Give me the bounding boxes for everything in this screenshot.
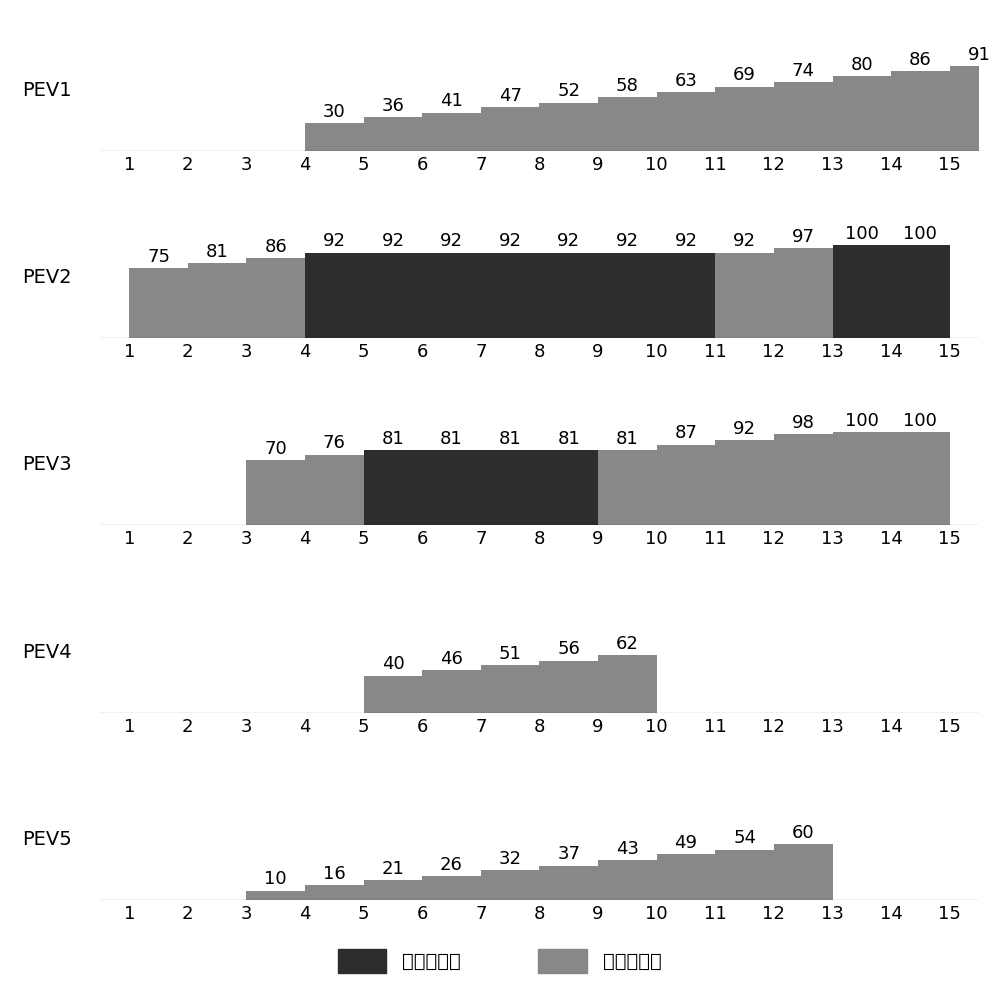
Text: 80: 80 (850, 56, 873, 74)
Text: 76: 76 (323, 434, 346, 452)
Text: 10: 10 (265, 870, 287, 888)
Text: 92: 92 (674, 232, 697, 250)
Text: 100: 100 (845, 225, 879, 243)
Text: 92: 92 (323, 232, 346, 250)
Text: 81: 81 (206, 243, 229, 261)
Polygon shape (305, 253, 715, 338)
Text: 62: 62 (616, 635, 638, 653)
Text: 91: 91 (968, 46, 990, 64)
Text: 92: 92 (615, 232, 639, 250)
Text: 100: 100 (845, 412, 879, 430)
Text: 86: 86 (909, 51, 932, 69)
Polygon shape (715, 248, 832, 338)
Text: 41: 41 (441, 92, 463, 110)
Text: 86: 86 (265, 238, 287, 256)
Text: 58: 58 (616, 77, 638, 95)
Text: 92: 92 (440, 232, 464, 250)
Text: 60: 60 (792, 824, 814, 842)
Text: 97: 97 (791, 228, 815, 246)
Y-axis label: PEV1: PEV1 (22, 81, 72, 100)
Polygon shape (305, 66, 999, 151)
Text: 81: 81 (499, 430, 521, 448)
Polygon shape (247, 844, 832, 900)
Text: 81: 81 (441, 430, 463, 448)
Y-axis label: PEV5: PEV5 (22, 830, 72, 849)
Text: 51: 51 (499, 645, 521, 663)
Text: 100: 100 (903, 225, 937, 243)
Y-axis label: PEV4: PEV4 (22, 643, 72, 662)
Text: 98: 98 (792, 414, 814, 432)
Text: 81: 81 (382, 430, 405, 448)
Text: 81: 81 (616, 430, 638, 448)
Text: 32: 32 (499, 850, 521, 868)
Text: 36: 36 (382, 97, 405, 115)
Text: 40: 40 (382, 655, 405, 673)
Text: 63: 63 (674, 72, 697, 90)
Text: 100: 100 (903, 412, 937, 430)
Polygon shape (364, 450, 598, 525)
Text: 69: 69 (733, 66, 756, 84)
Text: 21: 21 (382, 860, 405, 878)
Text: 75: 75 (147, 248, 170, 266)
Text: 46: 46 (441, 650, 463, 668)
Text: 74: 74 (791, 62, 815, 80)
Text: 26: 26 (441, 856, 463, 874)
Text: 92: 92 (382, 232, 405, 250)
Polygon shape (598, 432, 950, 525)
Text: 47: 47 (499, 87, 521, 105)
Text: 49: 49 (674, 834, 697, 852)
Polygon shape (129, 258, 305, 338)
Text: 92: 92 (557, 232, 580, 250)
Text: 30: 30 (323, 103, 346, 121)
Text: 43: 43 (615, 840, 639, 858)
Text: 87: 87 (674, 424, 697, 442)
Y-axis label: PEV2: PEV2 (22, 268, 72, 287)
Polygon shape (832, 245, 950, 338)
Text: 56: 56 (557, 640, 580, 658)
Text: 54: 54 (733, 829, 756, 847)
Text: 81: 81 (557, 430, 580, 448)
Y-axis label: PEV3: PEV3 (22, 456, 72, 475)
Text: 70: 70 (265, 440, 287, 458)
Polygon shape (247, 455, 364, 525)
Text: 92: 92 (733, 420, 756, 438)
Text: 16: 16 (323, 865, 346, 883)
Text: 37: 37 (557, 845, 580, 863)
Text: 52: 52 (557, 82, 580, 100)
Legend: 插入未充电, 插入在充电: 插入未充电, 插入在充电 (330, 941, 669, 980)
Text: 92: 92 (733, 232, 756, 250)
Polygon shape (364, 655, 656, 713)
Text: 92: 92 (499, 232, 521, 250)
